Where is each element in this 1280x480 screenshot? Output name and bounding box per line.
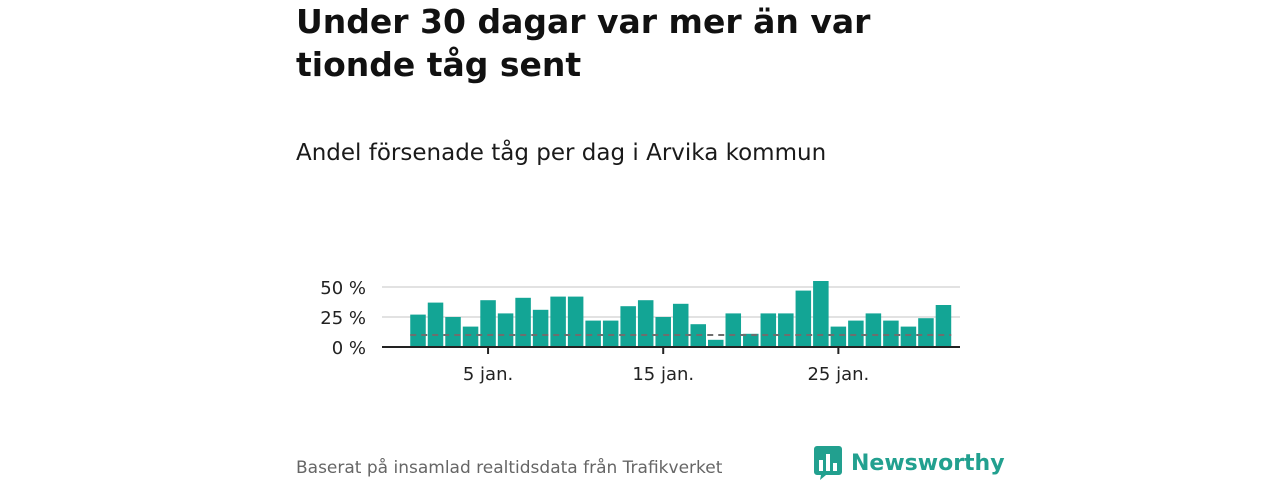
bar: [620, 306, 636, 347]
bar: [795, 290, 812, 347]
bar: [918, 318, 934, 347]
bar: [427, 302, 444, 347]
bar: [883, 320, 899, 347]
bar: [480, 300, 496, 347]
bar: [778, 313, 794, 347]
bar: [515, 297, 531, 347]
bars: [410, 281, 952, 347]
bar-chart: 0 % 25 % 50 % 5 jan. 15 jan. 25 jan.: [320, 278, 960, 385]
bar: [655, 317, 671, 347]
bar: [725, 313, 742, 347]
bar: [848, 320, 864, 347]
bar: [935, 305, 952, 347]
bar: [532, 309, 549, 347]
grid-lines: [382, 286, 960, 318]
bar: [550, 296, 566, 347]
bar: [760, 313, 777, 347]
brand-logo[interactable]: Newsworthy: [814, 446, 1005, 480]
bar: [602, 320, 619, 347]
bar: [497, 313, 514, 347]
y-tick-label: 0 %: [332, 338, 366, 359]
bar: [585, 320, 601, 347]
chart-title: Under 30 dagar var mer än var tionde tåg…: [296, 2, 871, 84]
x-axis: 5 jan. 15 jan. 25 jan.: [382, 346, 960, 385]
bar: [410, 314, 426, 347]
brand-name: Newsworthy: [851, 450, 1005, 476]
chart-bubble-icon: [814, 446, 842, 480]
bar: [462, 326, 479, 347]
bar: [672, 303, 689, 347]
bar: [567, 296, 584, 347]
y-axis-tick-labels: 0 % 25 % 50 %: [320, 278, 366, 359]
bar: [900, 326, 917, 347]
bar: [708, 339, 724, 347]
chart-subtitle: Andel försenade tåg per dag i Arvika kom…: [296, 140, 827, 166]
bar: [813, 281, 829, 347]
x-tick-label: 15 jan.: [632, 364, 694, 385]
bar: [830, 326, 847, 347]
y-tick-label: 25 %: [320, 308, 366, 329]
source-note: Baserat på insamlad realtidsdata från Tr…: [296, 458, 723, 478]
x-tick-label: 5 jan.: [463, 364, 513, 385]
bar: [743, 333, 759, 347]
bar: [865, 313, 882, 347]
bar: [637, 300, 654, 347]
bar: [445, 317, 461, 347]
y-tick-label: 50 %: [320, 278, 366, 299]
x-tick-label: 25 jan.: [807, 364, 869, 385]
